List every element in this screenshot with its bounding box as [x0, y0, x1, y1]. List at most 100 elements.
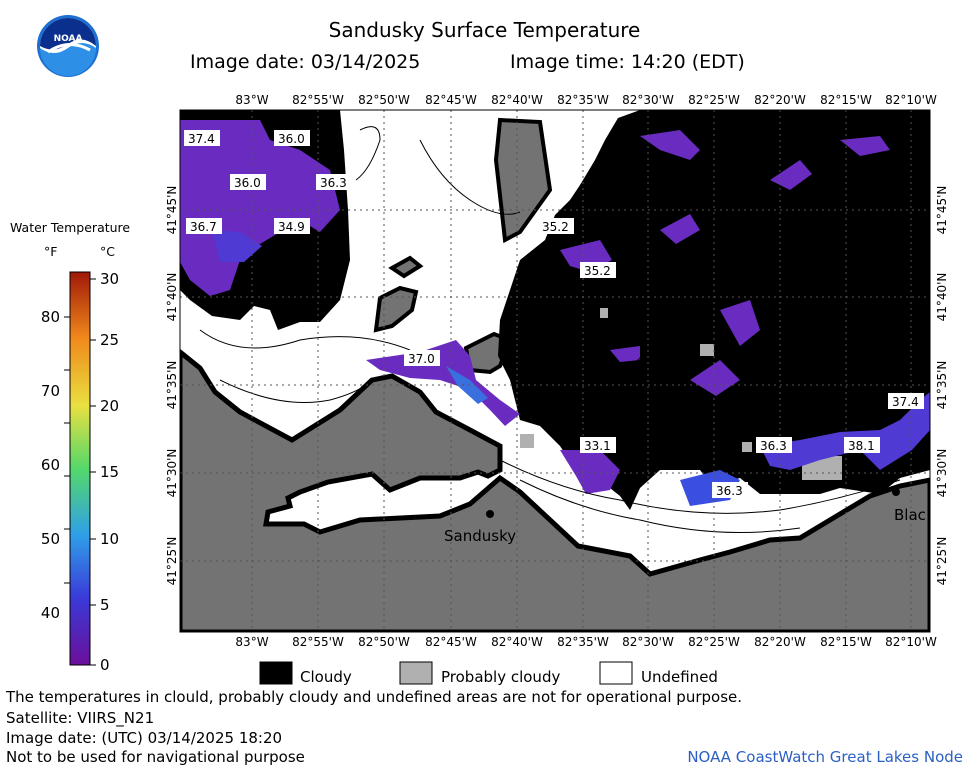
- noaa-logo-icon: NOAA: [37, 15, 99, 77]
- scale-f-label: 80: [41, 308, 60, 326]
- svg-text:36.3: 36.3: [320, 176, 347, 190]
- lat-label-left: 41°35'N: [165, 361, 179, 410]
- scale-c-label: 5: [100, 596, 110, 614]
- scale-f-label: 50: [41, 530, 60, 548]
- land-islands: [373, 117, 553, 375]
- svg-text:37.0: 37.0: [408, 352, 435, 366]
- lon-label-bottom: 82°20'W: [754, 635, 806, 649]
- scale-c-label: 30: [100, 270, 119, 288]
- temp-labels: 37.4 36.0 36.0 36.3 36.7 34.9 35.2 35.2 …: [184, 130, 924, 498]
- svg-text:36.3: 36.3: [760, 439, 787, 453]
- lon-label-top: 82°15'W: [820, 93, 872, 107]
- scale-f-label: 40: [41, 604, 60, 622]
- page-title: Sandusky Surface Temperature: [328, 18, 641, 42]
- temp-label: 37.0: [404, 350, 440, 366]
- lat-label-left: 41°25'N: [165, 537, 179, 586]
- legend-cloudy-label: Cloudy: [300, 668, 352, 686]
- lon-label-bottom: 82°50'W: [358, 635, 410, 649]
- color-scale-bar: [69, 271, 91, 666]
- legend-undefined-label: Undefined: [641, 668, 718, 686]
- lon-label-top: 82°35'W: [557, 93, 609, 107]
- lon-label-bottom: 82°55'W: [292, 635, 344, 649]
- scale-f-label: 60: [41, 456, 60, 474]
- lat-label-left: 41°30'N: [165, 449, 179, 498]
- temp-label: 37.4: [888, 393, 924, 409]
- temp-label: 34.9: [274, 218, 310, 234]
- scale-c-label: 25: [100, 331, 119, 349]
- lat-label-left: 41°40'N: [165, 273, 179, 322]
- water-pixels: [180, 120, 930, 506]
- svg-text:38.1: 38.1: [848, 439, 875, 453]
- temp-label: 36.3: [316, 174, 352, 190]
- legend-undefined-swatch: [599, 661, 633, 685]
- svg-text:33.1: 33.1: [584, 439, 611, 453]
- lon-label-top: 82°30'W: [622, 93, 674, 107]
- svg-text:36.7: 36.7: [190, 220, 217, 234]
- unit-fahrenheit: °F: [44, 244, 58, 259]
- temp-label: 35.2: [538, 218, 574, 234]
- lon-label-top: 82°55'W: [292, 93, 344, 107]
- node-credit-link[interactable]: NOAA CoastWatch Great Lakes Node: [687, 748, 963, 766]
- lat-label-right: 41°35'N: [935, 361, 949, 410]
- svg-text:34.9: 34.9: [278, 220, 305, 234]
- image-time: Image time: 14:20 (EDT): [510, 51, 745, 73]
- scale-c-label: 15: [100, 463, 119, 481]
- lon-label-bottom: 82°30'W: [622, 635, 674, 649]
- lon-label-bottom: 82°35'W: [557, 635, 609, 649]
- temp-label: 37.4: [184, 130, 220, 146]
- image-date: Image date: 03/14/2025: [190, 51, 421, 73]
- lon-label-top: 82°40'W: [491, 93, 543, 107]
- footer-satellite: Satellite: VIIRS_N21: [6, 709, 155, 727]
- scale-c-label: 20: [100, 397, 119, 415]
- lon-label-bottom: 82°25'W: [688, 635, 740, 649]
- city-label-sandusky: Sandusky: [444, 527, 516, 545]
- svg-text:36.0: 36.0: [234, 176, 261, 190]
- scale-c-label: 0: [100, 656, 110, 674]
- lat-label-right: 41°45'N: [935, 186, 949, 235]
- lon-label-top: 82°45'W: [425, 93, 477, 107]
- lat-label-right: 41°25'N: [935, 537, 949, 586]
- lon-label-top: 82°25'W: [688, 93, 740, 107]
- lon-label-bottom: 82°40'W: [491, 635, 543, 649]
- footer-nav-warning: Not to be used for navigational purpose: [6, 748, 305, 766]
- scale-labels: 80 70 60 50 40 30 25 20 15 10 5 0: [41, 270, 119, 674]
- sandusky-marker: [486, 510, 494, 518]
- temp-label: 36.3: [756, 437, 792, 453]
- temp-label: 35.2: [580, 262, 616, 278]
- svg-text:35.2: 35.2: [542, 220, 569, 234]
- lon-label-top: 82°10'W: [885, 93, 937, 107]
- lon-labels: 83°W 82°55'W 82°50'W 82°45'W 82°40'W 82°…: [235, 93, 937, 649]
- legend-probably-cloudy-label: Probably cloudy: [441, 668, 561, 686]
- depth-contours: [199, 126, 901, 533]
- svg-text:36.0: 36.0: [278, 132, 305, 146]
- temp-label: 38.1: [844, 437, 880, 453]
- lat-label-left: 41°45'N: [165, 186, 179, 235]
- legend-cloudy-swatch: [259, 661, 293, 685]
- footer-utc-date: Image date: (UTC) 03/14/2025 18:20: [6, 729, 283, 747]
- lon-label-top: 82°20'W: [754, 93, 806, 107]
- lon-label-bottom: 82°15'W: [820, 635, 872, 649]
- lon-label-bottom: 82°10'W: [885, 635, 937, 649]
- lon-label-top: 83°W: [235, 93, 268, 107]
- temp-label: 36.3: [712, 482, 748, 498]
- lat-label-right: 41°40'N: [935, 273, 949, 322]
- legend-probably-cloudy-swatch: [399, 661, 433, 685]
- scale-ticks: [64, 278, 96, 666]
- lat-label-right: 41°30'N: [935, 449, 949, 498]
- scale-f-label: 70: [41, 382, 60, 400]
- lon-label-top: 82°50'W: [358, 93, 410, 107]
- svg-text:36.3: 36.3: [716, 484, 743, 498]
- graticule: [180, 110, 930, 632]
- blac-marker: [892, 488, 900, 496]
- temp-label: 36.0: [274, 130, 310, 146]
- city-label-blac: Blac: [894, 506, 926, 524]
- scale-c-label: 10: [100, 530, 119, 548]
- temp-label: 36.0: [230, 174, 266, 190]
- svg-text:37.4: 37.4: [892, 395, 919, 409]
- lon-label-bottom: 83°W: [235, 635, 268, 649]
- logo-text: NOAA: [54, 34, 83, 44]
- footer-note: The temperatures in clould, probably clo…: [6, 688, 743, 706]
- map-frame: [179, 109, 931, 633]
- svg-text:35.2: 35.2: [584, 264, 611, 278]
